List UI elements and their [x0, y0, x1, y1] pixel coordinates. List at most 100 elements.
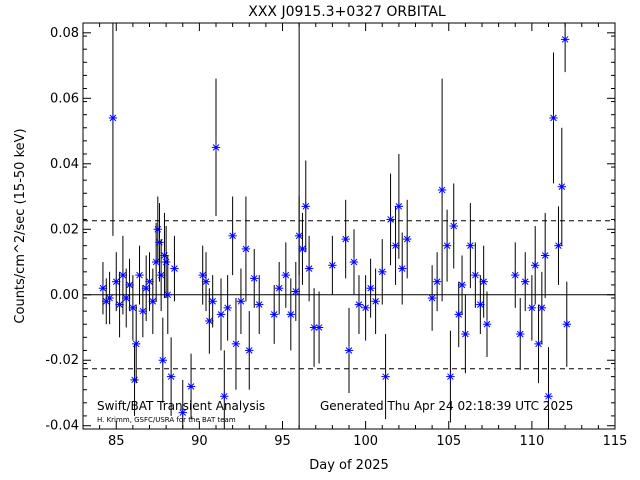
data-point: [141, 284, 151, 293]
y-tick-label: 0.06: [50, 91, 79, 106]
x-tick-label: 110: [519, 434, 544, 449]
data-point: [170, 264, 179, 273]
x-tick-label: 115: [603, 434, 628, 449]
data-point: [211, 143, 221, 152]
data-point: [446, 372, 455, 381]
x-tick-label: 95: [274, 434, 291, 449]
data-point: [437, 185, 447, 195]
data-point: [231, 339, 241, 349]
data-point: [402, 234, 412, 244]
data-point: [442, 241, 452, 250]
data-point: [328, 261, 337, 270]
data-point: [557, 182, 566, 191]
data-point: [108, 113, 118, 123]
data-point: [281, 270, 291, 280]
y-tick-label: 0.04: [50, 157, 79, 172]
x-tick-label: 85: [108, 434, 125, 449]
data-point: [427, 293, 437, 303]
data-series: [98, 23, 571, 429]
data-point: [166, 372, 176, 381]
data-point: [201, 277, 211, 286]
data-point: [135, 270, 144, 280]
data-point: [391, 241, 400, 250]
data-point: [381, 372, 390, 381]
data-point: [208, 297, 217, 306]
y-tick-label: -0.02: [45, 353, 79, 368]
data-point: [344, 346, 354, 355]
y-axis: -0.04 -0.02 0.00 0.02 0.04 0.06 0.08: [45, 26, 615, 434]
data-point: [432, 277, 442, 286]
data-point: [236, 297, 246, 306]
data-point: [186, 382, 196, 391]
chart-title: XXX J0915.3+0327 ORBITAL: [248, 4, 446, 20]
footer-left-label: Swift/BAT Transient Analysis: [97, 399, 265, 413]
data-point: [482, 320, 492, 329]
data-point: [98, 284, 108, 293]
data-point: [386, 215, 395, 224]
data-point: [511, 270, 520, 280]
data-point: [304, 264, 314, 273]
data-point: [454, 310, 463, 319]
data-point: [531, 261, 540, 270]
data-point: [314, 323, 324, 332]
data-point: [291, 287, 300, 296]
data-point: [156, 270, 166, 280]
data-point: [198, 270, 207, 280]
data-point: [527, 303, 537, 313]
data-point: [449, 221, 458, 231]
data-point: [562, 320, 571, 329]
data-point: [371, 297, 380, 306]
data-point: [220, 392, 229, 401]
data-point: [158, 356, 167, 365]
x-axis: 85 90 95 100 105 110 115: [82, 23, 628, 449]
data-point: [205, 316, 214, 326]
y-tick-label: 0.08: [50, 26, 79, 41]
data-point: [540, 251, 550, 260]
data-point: [255, 300, 264, 309]
data-point: [122, 293, 131, 303]
data-point: [466, 241, 475, 250]
data-point: [398, 264, 407, 273]
data-point: [148, 297, 158, 306]
data-point: [163, 290, 172, 299]
data-point: [145, 277, 154, 286]
data-point: [544, 392, 553, 401]
data-point: [554, 241, 563, 250]
data-point: [294, 231, 304, 241]
data-point: [138, 306, 148, 316]
y-axis-label: Counts/cm^2/sec (15-50 keV): [13, 128, 28, 323]
data-point: [461, 329, 470, 339]
data-point: [241, 244, 251, 254]
data-point: [537, 303, 547, 313]
data-point: [361, 303, 370, 313]
data-point: [250, 274, 259, 283]
data-point: [354, 300, 364, 309]
data-point: [161, 257, 171, 267]
footer-right-label: Generated Thu Apr 24 02:18:39 UTC 2025: [320, 399, 573, 413]
data-point: [130, 375, 139, 385]
data-point: [366, 284, 375, 293]
x-axis-label: Day of 2025: [309, 458, 389, 473]
data-point: [549, 113, 558, 123]
data-point: [223, 303, 232, 313]
data-point: [178, 408, 187, 417]
data-point: [471, 270, 480, 280]
footer-credit-label: H. Krimm, GSFC/USRA for the BAT team: [97, 416, 236, 424]
data-point: [274, 284, 284, 293]
data-point: [521, 277, 530, 286]
data-point: [115, 300, 124, 309]
data-point: [125, 280, 134, 290]
data-point: [269, 310, 279, 319]
data-point: [216, 310, 226, 319]
data-point: [128, 303, 138, 313]
x-tick-label: 90: [191, 434, 208, 449]
y-tick-label: -0.04: [45, 419, 79, 434]
data-point: [349, 257, 359, 267]
x-tick-label: 100: [353, 434, 378, 449]
data-point: [476, 300, 485, 309]
x-tick-label: 105: [436, 434, 461, 449]
data-point: [298, 244, 307, 254]
data-point: [378, 267, 387, 277]
data-point: [151, 257, 161, 267]
